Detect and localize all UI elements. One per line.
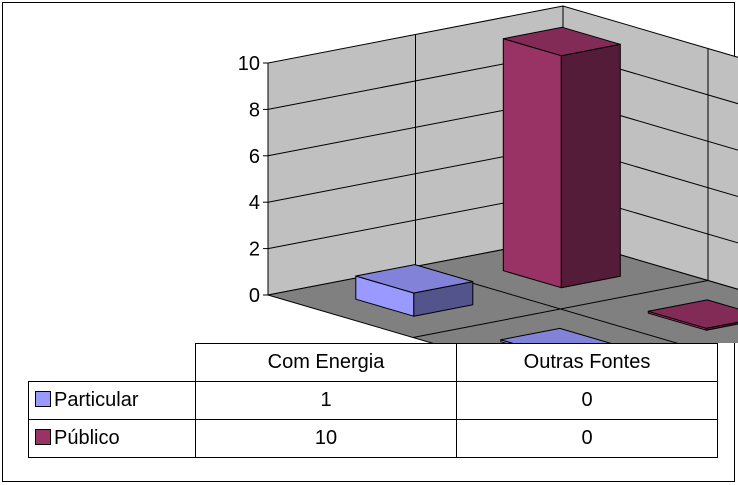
y-tick-label: 6 — [249, 146, 260, 168]
series-name: Particular — [54, 389, 139, 411]
data-cell: 10 — [195, 419, 457, 458]
y-tick-label: 2 — [249, 239, 260, 261]
legend-entry: Particular — [28, 381, 196, 420]
data-table-header-row: Com Energia Outras Fontes — [28, 343, 718, 382]
data-table-row: Público 10 0 — [28, 419, 718, 458]
bar-top-face — [355, 264, 474, 294]
legend-entry: Público — [28, 419, 196, 458]
category-label: Com Energia — [195, 343, 457, 382]
y-tick-label: 0 — [249, 285, 260, 307]
category-label: Outras Fontes — [456, 343, 718, 382]
y-tick-label: 10 — [238, 53, 260, 75]
data-table-corner — [28, 343, 196, 382]
y-tick-label: 8 — [249, 99, 260, 121]
y-tick-label: 4 — [249, 192, 260, 214]
data-cell: 0 — [456, 419, 718, 458]
bar-side-face — [560, 43, 621, 289]
series-name: Público — [54, 427, 120, 449]
bar-top-face — [502, 26, 621, 57]
data-cell: 0 — [456, 381, 718, 420]
legend-swatch — [35, 429, 51, 445]
bar-front-face — [502, 38, 562, 289]
bar-top-face — [647, 299, 738, 329]
data-table: Com Energia Outras Fontes Particular 1 0… — [28, 343, 718, 458]
data-cell: 1 — [195, 381, 457, 420]
data-table-row: Particular 1 0 — [28, 381, 718, 420]
bar-top-face — [500, 327, 612, 343]
chart-plot: 0 2 4 6 8 10 — [238, 5, 738, 343]
legend-swatch — [35, 391, 51, 407]
